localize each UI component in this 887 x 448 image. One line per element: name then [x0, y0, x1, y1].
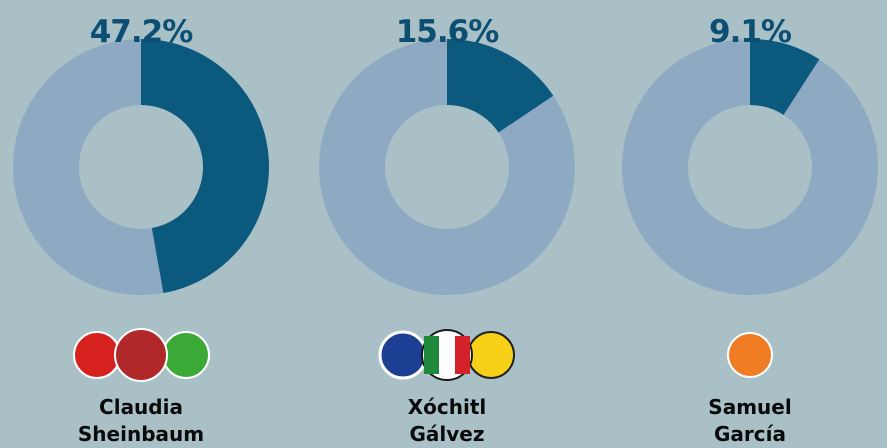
donut-segment	[445, 39, 554, 134]
logo	[378, 330, 428, 380]
value-label: 47.2%	[90, 14, 193, 50]
logo-stripe	[424, 336, 439, 374]
logo	[727, 332, 773, 378]
logo	[467, 331, 515, 379]
donut-segment	[748, 39, 820, 116]
value-label: 9.1%	[709, 14, 792, 50]
candidate-name: Xóchitl Gálvez	[407, 395, 487, 446]
logo	[73, 331, 121, 379]
value-label: 15.6%	[396, 14, 499, 50]
donut-segment	[139, 39, 269, 294]
candidate-name: Samuel García	[708, 395, 792, 446]
logo	[162, 331, 210, 379]
party-logos	[73, 328, 773, 382]
candidate-name: Claudia Sheinbaum	[77, 395, 205, 446]
logo	[114, 328, 168, 382]
logo-stripe	[455, 336, 470, 374]
